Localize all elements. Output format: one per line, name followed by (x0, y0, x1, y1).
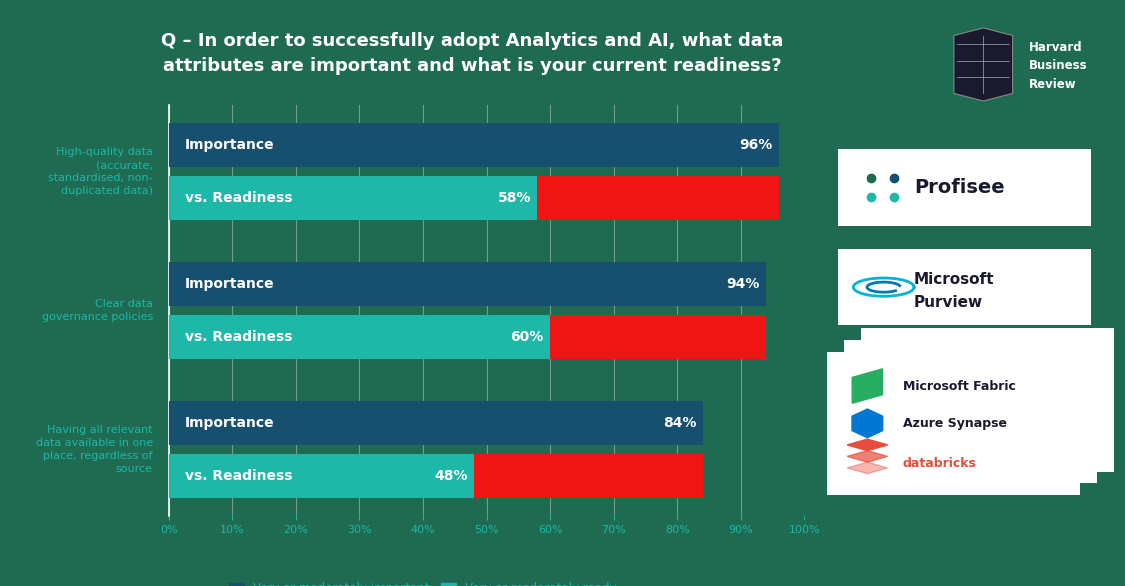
Bar (169, 315, 550, 359)
FancyBboxPatch shape (814, 346, 1092, 501)
FancyBboxPatch shape (848, 322, 1125, 478)
Text: vs. Readiness: vs. Readiness (184, 331, 292, 344)
Text: Importance: Importance (184, 138, 274, 152)
Text: Review: Review (1029, 78, 1077, 91)
Text: Azure Synapse: Azure Synapse (902, 417, 1007, 430)
Bar (169, 401, 703, 445)
FancyBboxPatch shape (826, 246, 1104, 328)
Text: Importance: Importance (184, 277, 274, 291)
Bar (169, 123, 778, 167)
Polygon shape (852, 409, 883, 438)
Polygon shape (847, 439, 888, 451)
Text: Clear data
governance policies: Clear data governance policies (42, 299, 153, 322)
Text: 60%: 60% (511, 331, 543, 344)
Text: vs. Readiness: vs. Readiness (184, 469, 292, 483)
Text: Business: Business (1029, 60, 1088, 73)
Text: Purview: Purview (914, 295, 983, 310)
Text: Importance: Importance (184, 416, 274, 430)
Polygon shape (954, 28, 1012, 101)
Bar (538, 176, 778, 220)
Text: vs. Readiness: vs. Readiness (184, 191, 292, 205)
Polygon shape (847, 462, 888, 473)
Text: Having all relevant
data available in one
place, regardless of
source: Having all relevant data available in on… (36, 425, 153, 474)
Text: Profisee: Profisee (914, 178, 1005, 197)
Polygon shape (853, 369, 883, 403)
Polygon shape (847, 451, 888, 462)
Bar (169, 176, 538, 220)
FancyBboxPatch shape (814, 346, 1092, 501)
Text: 58%: 58% (497, 191, 531, 205)
Text: 96%: 96% (739, 138, 773, 152)
Text: Microsoft: Microsoft (914, 272, 994, 287)
Text: High-quality data
(accurate,
standardised, non-
duplicated data): High-quality data (accurate, standardise… (48, 147, 153, 196)
Text: 48%: 48% (434, 469, 468, 483)
Text: 94%: 94% (727, 277, 759, 291)
FancyBboxPatch shape (831, 334, 1109, 489)
Text: Q – In order to successfully adopt Analytics and AI, what data
attributes are im: Q – In order to successfully adopt Analy… (161, 32, 784, 74)
Text: databricks: databricks (902, 457, 976, 470)
FancyBboxPatch shape (826, 146, 1104, 229)
Text: Harvard: Harvard (1029, 41, 1082, 54)
Legend: Very or moderately important, Very or moderately ready: Very or moderately important, Very or mo… (225, 578, 621, 586)
Bar (169, 454, 474, 498)
Text: 84%: 84% (663, 416, 696, 430)
Bar (474, 454, 703, 498)
Bar (550, 315, 766, 359)
Text: Microsoft Fabric: Microsoft Fabric (902, 380, 1016, 393)
Bar (169, 262, 766, 306)
